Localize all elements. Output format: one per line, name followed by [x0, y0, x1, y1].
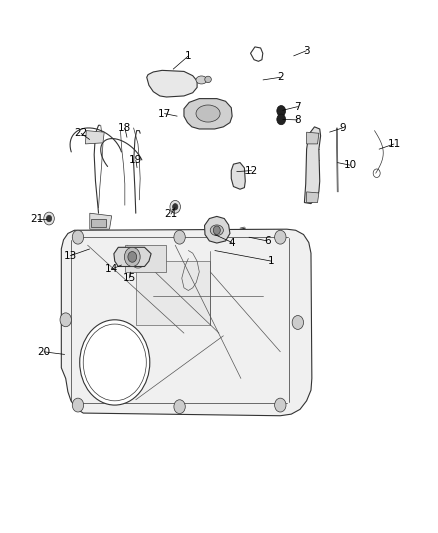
- Circle shape: [292, 316, 304, 329]
- Text: 15: 15: [123, 273, 136, 283]
- Text: 21: 21: [164, 209, 177, 219]
- Text: 18: 18: [118, 123, 131, 133]
- Text: 9: 9: [339, 123, 346, 133]
- Polygon shape: [307, 192, 319, 203]
- Circle shape: [124, 247, 140, 266]
- Circle shape: [80, 320, 150, 405]
- Text: 2: 2: [277, 72, 284, 82]
- Text: 4: 4: [229, 238, 236, 247]
- Text: 1: 1: [268, 256, 275, 266]
- Circle shape: [275, 398, 286, 412]
- Text: 6: 6: [264, 236, 271, 246]
- Text: 21: 21: [31, 214, 44, 223]
- Bar: [125, 245, 166, 272]
- Circle shape: [174, 400, 185, 414]
- Ellipse shape: [196, 105, 220, 122]
- Text: 17: 17: [158, 109, 171, 118]
- Polygon shape: [90, 213, 112, 229]
- Circle shape: [46, 215, 52, 222]
- Circle shape: [72, 398, 84, 412]
- Text: 13: 13: [64, 251, 77, 261]
- Circle shape: [277, 114, 286, 125]
- Circle shape: [277, 106, 286, 116]
- Polygon shape: [307, 132, 319, 144]
- Text: 7: 7: [294, 102, 301, 111]
- Polygon shape: [114, 247, 151, 266]
- Polygon shape: [85, 131, 104, 144]
- Text: 1: 1: [185, 51, 192, 61]
- Text: 8: 8: [294, 115, 301, 125]
- Circle shape: [170, 200, 180, 213]
- Polygon shape: [61, 229, 312, 416]
- Ellipse shape: [210, 225, 223, 236]
- Circle shape: [128, 252, 137, 262]
- Polygon shape: [205, 216, 230, 243]
- Text: 3: 3: [303, 46, 310, 55]
- Polygon shape: [304, 127, 321, 204]
- Text: 11: 11: [388, 139, 401, 149]
- Bar: [91, 219, 106, 227]
- Circle shape: [174, 230, 185, 244]
- Circle shape: [130, 249, 146, 268]
- Polygon shape: [231, 163, 245, 189]
- Circle shape: [275, 230, 286, 244]
- Text: 12: 12: [245, 166, 258, 175]
- Polygon shape: [184, 99, 232, 129]
- Circle shape: [44, 212, 54, 225]
- Circle shape: [60, 313, 71, 327]
- Text: 10: 10: [344, 160, 357, 170]
- Text: 20: 20: [37, 347, 50, 357]
- Ellipse shape: [205, 76, 211, 83]
- Text: 14: 14: [105, 264, 118, 274]
- Polygon shape: [147, 70, 197, 97]
- Circle shape: [213, 226, 220, 235]
- Text: 19: 19: [129, 155, 142, 165]
- Circle shape: [173, 204, 178, 210]
- Text: 22: 22: [74, 128, 88, 138]
- Ellipse shape: [196, 76, 207, 84]
- Circle shape: [72, 230, 84, 244]
- Bar: [136, 261, 210, 325]
